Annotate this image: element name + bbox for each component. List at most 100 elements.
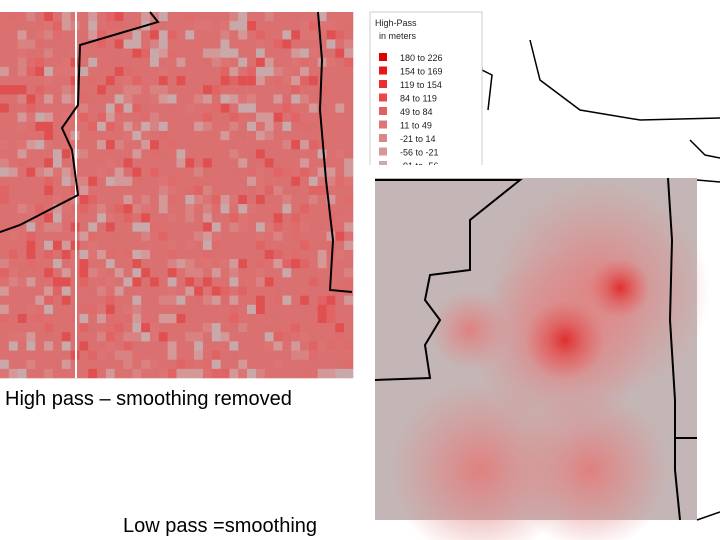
map-cell (308, 94, 319, 104)
map-cell (150, 94, 160, 104)
map-cell (176, 368, 186, 379)
map-cell (344, 140, 354, 150)
map-cell (264, 350, 274, 360)
map-cell (344, 39, 354, 49)
map-cell (61, 213, 71, 223)
map-cell (114, 167, 124, 177)
map-cell (194, 313, 204, 324)
map-cell (88, 30, 98, 40)
map-cell (158, 368, 168, 379)
map-cell (211, 149, 221, 159)
legend-label: -56 to -21 (400, 148, 439, 158)
map-cell (79, 30, 89, 40)
map-cell (255, 304, 266, 315)
map-cell (0, 85, 10, 95)
map-cell (79, 368, 89, 379)
map-cell (176, 167, 186, 177)
map-cell (0, 112, 10, 123)
map-cell (105, 66, 116, 77)
map-cell (132, 350, 142, 360)
map-cell (282, 286, 292, 296)
map-cell (220, 185, 230, 196)
map-cell (264, 368, 274, 379)
map-cell (282, 240, 292, 251)
map-cell (150, 341, 160, 351)
map-cell (17, 332, 27, 342)
map-cell (44, 76, 54, 86)
map-cell (291, 48, 301, 59)
map-cell (194, 12, 204, 22)
map-cell (44, 176, 54, 187)
map-cell (26, 149, 36, 159)
map-cell (141, 121, 151, 132)
map-cell (308, 359, 319, 370)
map-cell (238, 204, 248, 214)
map-cell (17, 103, 27, 113)
map-cell (300, 103, 310, 113)
map-cell (291, 259, 301, 269)
map-cell (282, 213, 292, 223)
map-cell (335, 323, 345, 333)
map-cell (8, 57, 18, 68)
map-cell (273, 112, 283, 123)
map-cell (317, 368, 327, 379)
map-cell (105, 249, 116, 260)
map-cell (220, 295, 230, 306)
map-cell (61, 48, 71, 59)
map-cell (35, 121, 45, 132)
map-cell (344, 350, 354, 360)
map-cell (247, 204, 257, 214)
map-cell (211, 94, 221, 104)
map-cell (238, 85, 248, 95)
map-cell (35, 57, 45, 68)
map-cell (194, 30, 204, 40)
map-cell (255, 158, 266, 168)
map-cell (291, 295, 301, 306)
map-cell (123, 48, 133, 59)
map-cell (44, 231, 54, 242)
map-cell (17, 350, 27, 360)
map-cell (238, 350, 248, 360)
map-cell (114, 268, 124, 278)
map-cell (61, 277, 71, 287)
map-cell (176, 359, 186, 370)
map-cell (202, 130, 213, 141)
map-cell (158, 12, 168, 22)
map-cell (44, 359, 54, 370)
map-cell (308, 195, 319, 205)
map-cell (44, 323, 54, 333)
map-cell (35, 204, 45, 214)
map-cell (317, 259, 327, 269)
map-cell (291, 332, 301, 342)
map-cell (229, 21, 239, 31)
map-cell (317, 176, 327, 187)
map-cell (300, 30, 310, 40)
map-cell (150, 213, 160, 223)
map-cell (300, 350, 310, 360)
map-cell (97, 185, 107, 196)
map-cell (97, 204, 107, 214)
map-cell (273, 332, 283, 342)
map-cell (220, 21, 230, 31)
map-cell (88, 213, 98, 223)
map-cell (202, 277, 213, 287)
map-cell (344, 359, 354, 370)
map-cell (52, 231, 63, 242)
map-cell (105, 341, 116, 351)
map-cell (211, 286, 221, 296)
map-cell (97, 268, 107, 278)
map-cell (52, 167, 63, 177)
map-cell (52, 149, 63, 159)
map-cell (308, 323, 319, 333)
map-cell (185, 112, 195, 123)
map-cell (114, 130, 124, 141)
map-cell (326, 313, 336, 324)
map-cell (344, 249, 354, 260)
map-cell (202, 176, 213, 187)
map-cell (44, 85, 54, 95)
map-cell (150, 185, 160, 196)
map-cell (264, 76, 274, 86)
map-cell (79, 185, 89, 196)
map-cell (141, 286, 151, 296)
map-cell (123, 121, 133, 132)
